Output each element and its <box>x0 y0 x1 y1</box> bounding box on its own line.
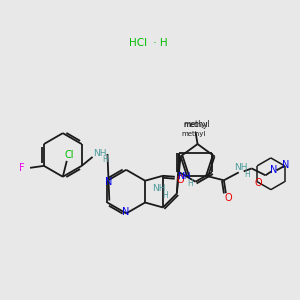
Text: H: H <box>162 190 168 200</box>
Text: · H: · H <box>150 38 168 48</box>
Text: H: H <box>244 170 250 179</box>
Text: O: O <box>224 193 232 203</box>
Text: NH: NH <box>234 163 247 172</box>
Text: F: F <box>19 163 25 173</box>
Text: Cl: Cl <box>64 150 74 160</box>
Text: N: N <box>270 165 277 176</box>
Text: N: N <box>122 207 129 218</box>
Text: N: N <box>282 160 289 170</box>
Text: H: H <box>187 179 193 188</box>
Text: H: H <box>103 155 108 164</box>
Text: NH: NH <box>177 172 190 181</box>
Text: methyl: methyl <box>182 131 206 137</box>
Text: methyl: methyl <box>183 120 210 129</box>
Text: O: O <box>254 178 262 188</box>
Text: methyl: methyl <box>183 122 208 128</box>
Text: N: N <box>105 177 112 187</box>
Text: HCl: HCl <box>129 38 147 48</box>
Text: O: O <box>177 175 184 185</box>
Text: NH: NH <box>93 149 106 158</box>
Text: NH: NH <box>152 184 166 193</box>
